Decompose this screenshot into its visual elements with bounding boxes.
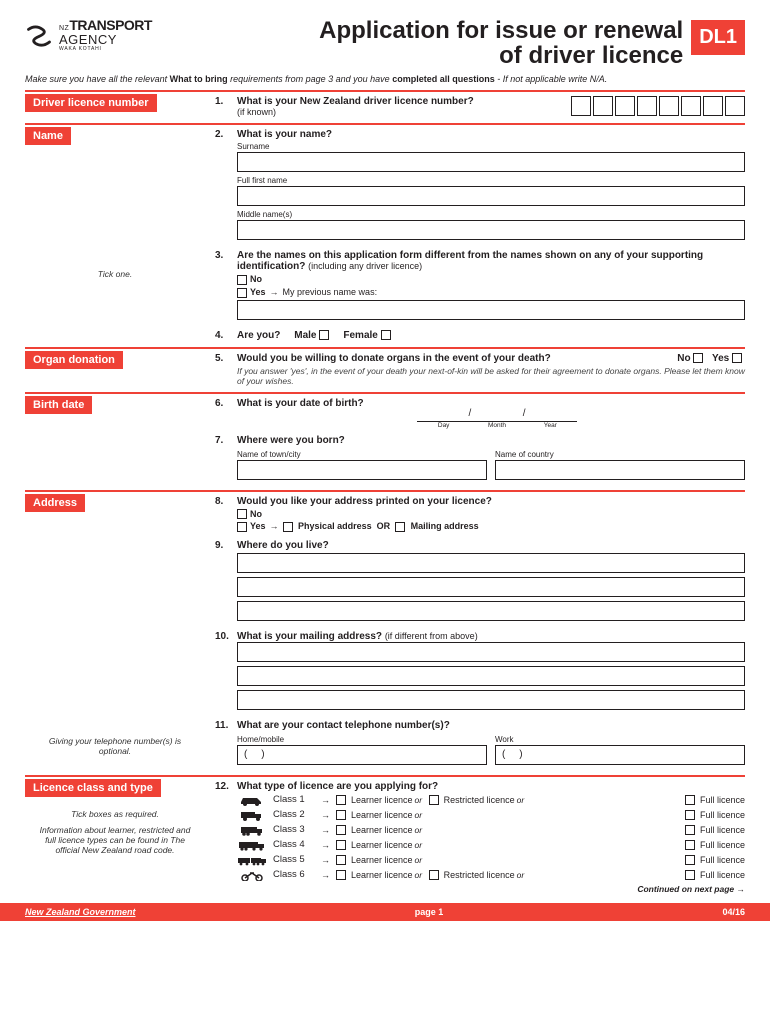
q3-no-checkbox[interactable] (237, 275, 247, 285)
q2-text: What is your name? (237, 129, 745, 140)
physical-checkbox[interactable] (283, 522, 293, 532)
organ-yes-checkbox[interactable] (732, 353, 742, 363)
addr-yes-checkbox[interactable] (237, 522, 247, 532)
class-6-row: Class 6→ Learner licence or Restricted l… (237, 869, 745, 881)
header: NZTRANSPORT AGENCY WAKA KOTAHI Applicati… (25, 18, 745, 68)
truck-lg-icon (237, 839, 267, 851)
organ-note: If you answer 'yes', in the event of you… (237, 366, 745, 386)
q1-text: What is your New Zealand driver licence … (237, 96, 474, 107)
q7-text: Where were you born? (237, 435, 745, 446)
roadcode-note: Information about learner, restricted an… (25, 825, 205, 855)
logo-icon (25, 21, 53, 49)
middle-field[interactable] (237, 220, 745, 240)
continued-note: Continued on next page → (237, 884, 745, 894)
footer-page: page 1 (415, 907, 444, 917)
class-1-row: Class 1→ Learner licence or Restricted l… (237, 794, 745, 806)
surname-label: Surname (237, 142, 745, 151)
q9-text: Where do you live? (237, 540, 745, 551)
logo-transport: TRANSPORT (69, 17, 152, 33)
section-address: Address Giving your telephone number(s) … (25, 490, 745, 775)
q3-text: Are the names on this application form d… (237, 250, 745, 272)
class-4-row: Class 4→ Learner licence orFull licence (237, 839, 745, 851)
form-title-l2: of driver licence (152, 43, 683, 68)
q8-text: Would you like your address printed on y… (237, 496, 745, 507)
middle-label: Middle name(s) (237, 210, 745, 219)
mail-field-1[interactable] (237, 642, 745, 662)
q12-text: What type of licence are you applying fo… (237, 781, 745, 792)
agency-logo: NZTRANSPORT AGENCY WAKA KOTAHI (25, 18, 152, 52)
firstname-label: Full first name (237, 176, 745, 185)
country-field[interactable] (495, 460, 745, 480)
tag-licence-number: Driver licence number (25, 94, 157, 112)
section-organ: Organ donation 5. Would you be willing t… (25, 347, 745, 392)
section-licence-class: Licence class and type Tick boxes as req… (25, 775, 745, 900)
section-licence-number: Driver licence number 1. What is your Ne… (25, 90, 745, 123)
section-name: Name Tick one. 2. What is your name? Sur… (25, 123, 745, 346)
truck-trailer-icon (237, 854, 267, 866)
q10-text: What is your mailing address? (237, 631, 382, 642)
tag-class: Licence class and type (25, 779, 161, 797)
tag-organ: Organ donation (25, 351, 123, 369)
phone-optional-note: Giving your telephone number(s) is optio… (25, 736, 205, 756)
mail-field-2[interactable] (237, 666, 745, 686)
tag-address: Address (25, 494, 85, 512)
female-checkbox[interactable] (381, 330, 391, 340)
organ-no-checkbox[interactable] (693, 353, 703, 363)
class-3-row: Class 3→ Learner licence orFull licence (237, 824, 745, 836)
firstname-field[interactable] (237, 186, 745, 206)
tag-birth: Birth date (25, 396, 92, 414)
footer-date: 04/16 (722, 907, 745, 917)
q3-yes-checkbox[interactable] (237, 288, 247, 298)
tag-name: Name (25, 127, 71, 145)
q5-text: Would you be willing to donate organs in… (237, 353, 551, 364)
logo-nz: NZ (59, 25, 69, 32)
home-phone-field[interactable]: ( ) (237, 745, 487, 765)
mailing-checkbox[interactable] (395, 522, 405, 532)
logo-maori: WAKA KOTAHI (59, 47, 152, 52)
footer-govt: New Zealand Government (25, 907, 136, 917)
truck-sm-icon (237, 809, 267, 821)
live-field-3[interactable] (237, 601, 745, 621)
male-checkbox[interactable] (319, 330, 329, 340)
logo-agency: AGENCY (59, 33, 152, 46)
form-title-l1: Application for issue or renewal (152, 18, 683, 43)
surname-field[interactable] (237, 152, 745, 172)
tick-one-note: Tick one. (25, 269, 205, 279)
class-2-row: Class 2→ Learner licence orFull licence (237, 809, 745, 821)
q1-sub: (if known) (237, 107, 557, 117)
truck-md-icon (237, 824, 267, 836)
addr-no-checkbox[interactable] (237, 509, 247, 519)
live-field-2[interactable] (237, 577, 745, 597)
mail-field-3[interactable] (237, 690, 745, 710)
town-field[interactable] (237, 460, 487, 480)
car-icon (237, 794, 267, 806)
dob-field[interactable]: // (417, 398, 577, 422)
form-code-badge: DL1 (691, 20, 745, 55)
motorcycle-icon (237, 869, 267, 881)
live-field-1[interactable] (237, 553, 745, 573)
tick-boxes-note: Tick boxes as required. (25, 809, 205, 819)
q11-text: What are your contact telephone number(s… (237, 720, 745, 731)
q4-text: Are you? (237, 330, 280, 341)
work-phone-field[interactable]: ( ) (495, 745, 745, 765)
q1-num: 1. (215, 96, 237, 117)
section-birth: Birth date 6. What is your date of birth… (25, 392, 745, 490)
licence-number-boxes[interactable] (571, 96, 745, 117)
page-footer: New Zealand Government page 1 04/16 (0, 903, 770, 921)
class-5-row: Class 5→ Learner licence orFull licence (237, 854, 745, 866)
q6-text: What is your date of birth? (237, 398, 407, 409)
intro-text: Make sure you have all the relevant What… (25, 74, 745, 84)
previous-name-field[interactable] (237, 300, 745, 320)
